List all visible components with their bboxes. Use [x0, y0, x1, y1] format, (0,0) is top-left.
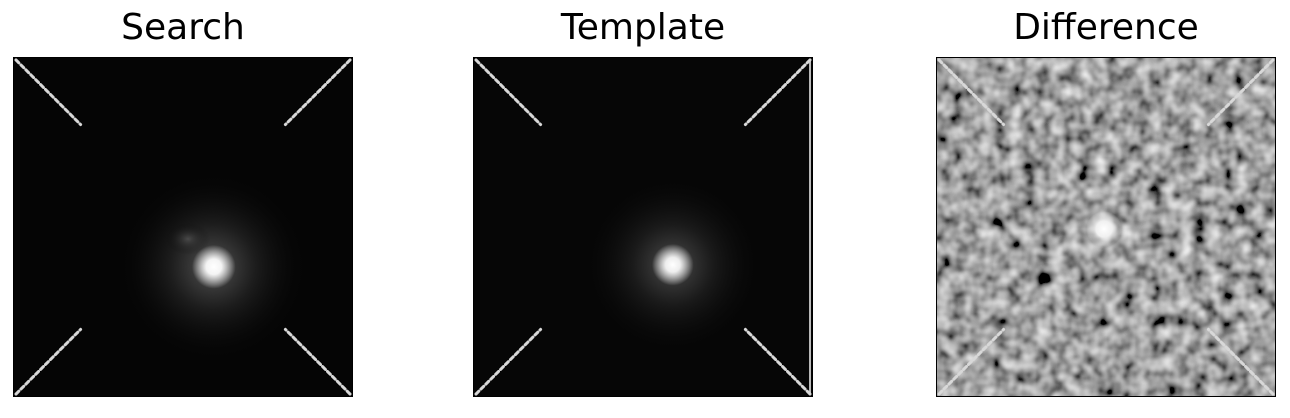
galaxy-feature: [166, 223, 210, 255]
search-panel: Search: [13, 0, 353, 418]
difference-image: [936, 57, 1276, 397]
search-image: [13, 57, 353, 397]
panel-title: Difference: [1013, 7, 1199, 48]
transient-source: [1086, 211, 1122, 247]
marker-ticks: [14, 58, 352, 396]
panel-title: Template: [560, 7, 726, 48]
template-panel: Template: [473, 0, 813, 418]
template-image: [473, 57, 813, 397]
marker-ticks: [937, 58, 1275, 396]
galaxy-core: [651, 243, 694, 286]
galaxy-core: [191, 244, 236, 289]
marker-ticks: [474, 58, 812, 396]
difference-panel: Difference: [936, 0, 1276, 418]
panel-title: Search: [121, 7, 245, 48]
